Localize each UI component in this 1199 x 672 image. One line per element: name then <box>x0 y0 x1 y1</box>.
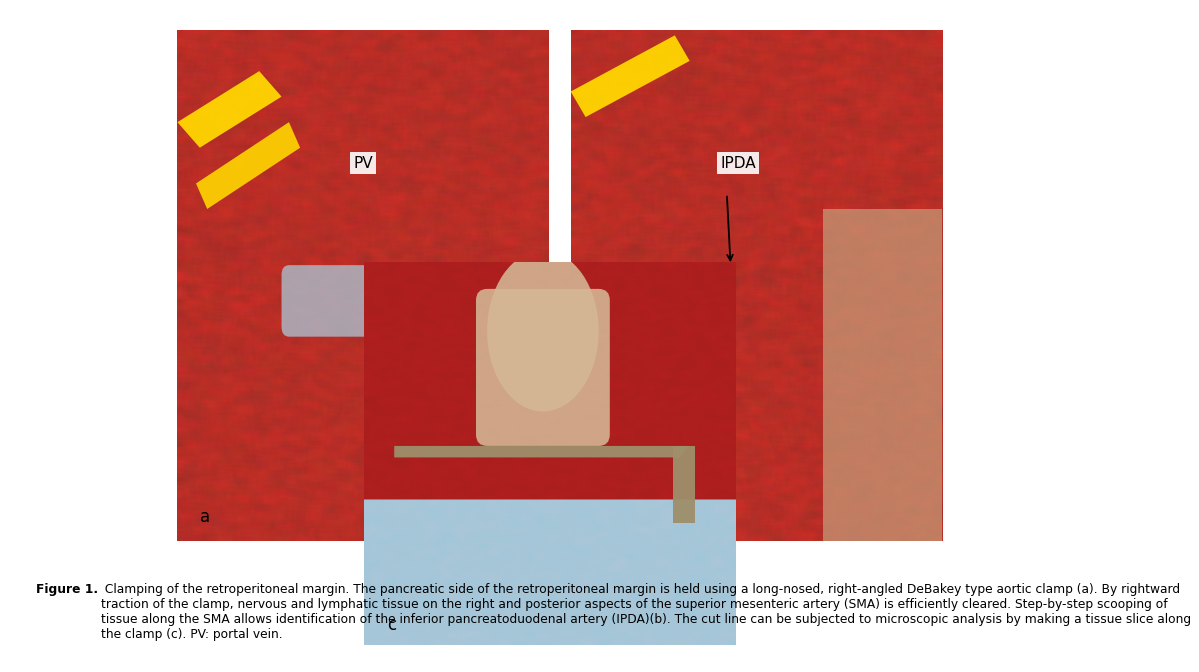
Text: b: b <box>594 507 603 526</box>
Text: Figure 1.: Figure 1. <box>36 583 98 596</box>
FancyBboxPatch shape <box>282 265 538 337</box>
Text: a: a <box>200 507 210 526</box>
Text: SMA: SMA <box>384 426 417 442</box>
Text: PV: PV <box>354 155 373 171</box>
Bar <box>824 209 942 541</box>
Polygon shape <box>394 446 688 458</box>
Polygon shape <box>177 71 282 148</box>
Text: IPDA: IPDA <box>721 155 755 171</box>
Ellipse shape <box>487 251 598 411</box>
Polygon shape <box>571 36 689 117</box>
Bar <box>673 446 695 523</box>
Polygon shape <box>195 122 300 209</box>
FancyBboxPatch shape <box>476 289 610 446</box>
Text: c: c <box>387 616 396 634</box>
Text: Clamping of the retroperitoneal margin. The pancreatic side of the retroperitone: Clamping of the retroperitoneal margin. … <box>102 583 1192 641</box>
